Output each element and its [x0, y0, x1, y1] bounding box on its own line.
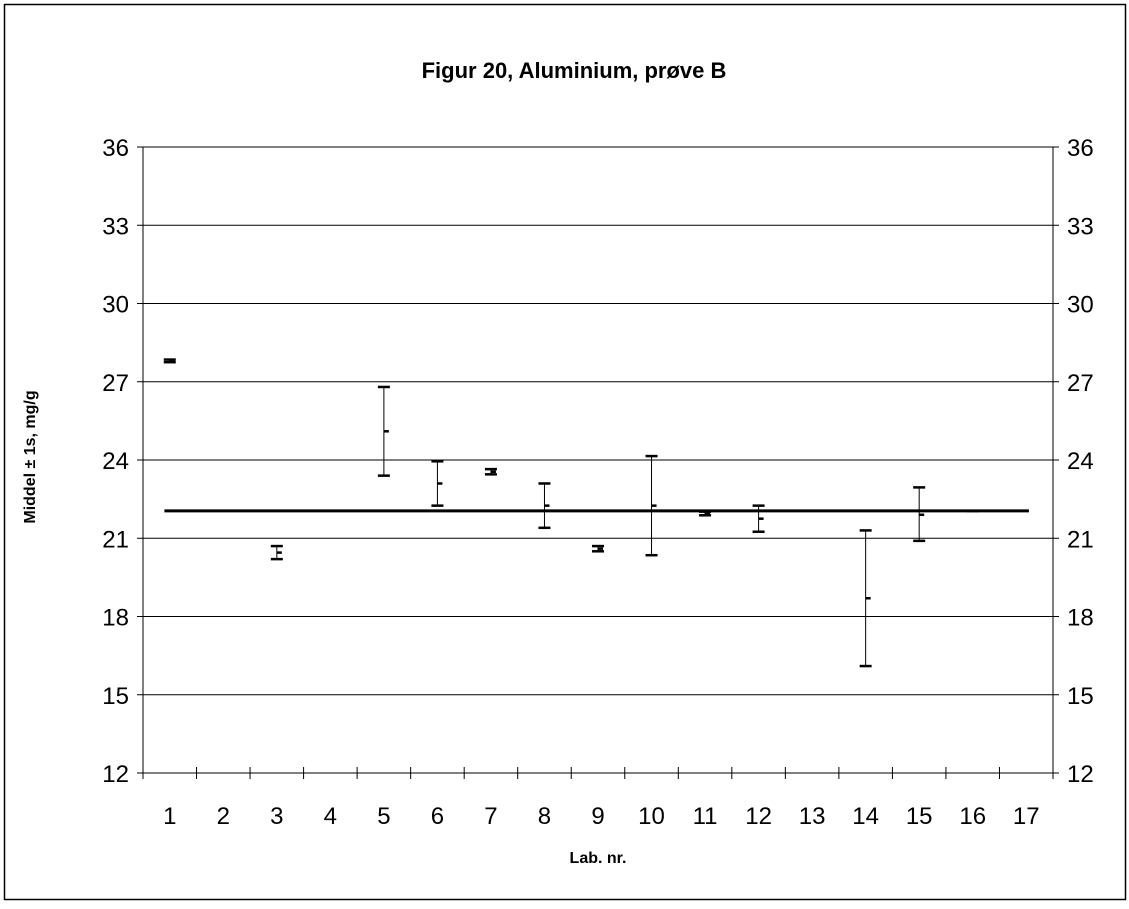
- y-tick-label-right: 30: [1067, 292, 1094, 319]
- x-tick-label: 12: [745, 803, 772, 830]
- x-tick-label: 5: [377, 803, 390, 830]
- y-tick-label-left: 15: [102, 683, 129, 710]
- error-bar: [163, 358, 176, 364]
- y-tick-label-right: 12: [1067, 761, 1094, 788]
- y-tick-label-left: 24: [102, 448, 129, 475]
- x-tick-label: 1: [163, 803, 176, 830]
- y-tick-label-left: 33: [102, 213, 129, 240]
- x-tick-label: 14: [852, 803, 879, 830]
- error-bar: [484, 467, 497, 476]
- error-bar: [431, 460, 444, 507]
- x-tick-label: 17: [1013, 803, 1040, 830]
- x-tick-label: 3: [270, 803, 283, 830]
- grid-layer: [143, 146, 1053, 696]
- x-tick-label: 9: [591, 803, 604, 830]
- error-bar: [752, 504, 765, 533]
- x-tick-label: 15: [906, 803, 933, 830]
- y-tick-label-right: 27: [1067, 370, 1094, 397]
- error-bar: [699, 510, 712, 517]
- error-bar: [592, 544, 604, 553]
- x-tick-label: 6: [431, 803, 444, 830]
- x-axis-label: Lab. nr.: [570, 850, 627, 867]
- x-tick-label: 7: [484, 803, 497, 830]
- x-tick-label: 11: [693, 803, 718, 830]
- y-tick-label-left: 12: [102, 761, 129, 788]
- x-tick-label: 4: [324, 803, 337, 830]
- y-tick-label-right: 21: [1067, 526, 1094, 553]
- chart-border: [3, 3, 1127, 901]
- error-bar: [645, 454, 658, 557]
- y-tick-label-right: 24: [1067, 448, 1094, 475]
- marks-layer: [163, 358, 1029, 668]
- y-axis-label: Middel ± 1s, mg/g: [22, 390, 39, 523]
- x-tick-label: 8: [538, 803, 551, 830]
- chart-title: Figur 20, Aluminium, prøve B: [422, 58, 727, 83]
- y-tick-label-right: 18: [1067, 605, 1094, 632]
- error-bar: [377, 385, 390, 477]
- y-tick-label-right: 33: [1067, 213, 1094, 240]
- error-bar: [913, 486, 926, 543]
- y-tick-label-left: 18: [102, 605, 129, 632]
- x-tick-label: 16: [959, 803, 986, 830]
- error-bar: [538, 482, 551, 530]
- y-tick-label-left: 27: [102, 370, 129, 397]
- x-tick-label: 10: [638, 803, 665, 830]
- x-tick-label: 13: [799, 803, 826, 830]
- y-tick-label-left: 36: [102, 135, 129, 162]
- error-bar: [270, 544, 283, 561]
- y-tick-label-right: 15: [1067, 683, 1094, 710]
- y-tick-label-right: 36: [1067, 135, 1094, 162]
- y-tick-label-left: 30: [102, 292, 129, 319]
- error-bar: [859, 529, 872, 668]
- x-tick-label: 2: [217, 803, 230, 830]
- y-tick-label-left: 21: [102, 526, 129, 553]
